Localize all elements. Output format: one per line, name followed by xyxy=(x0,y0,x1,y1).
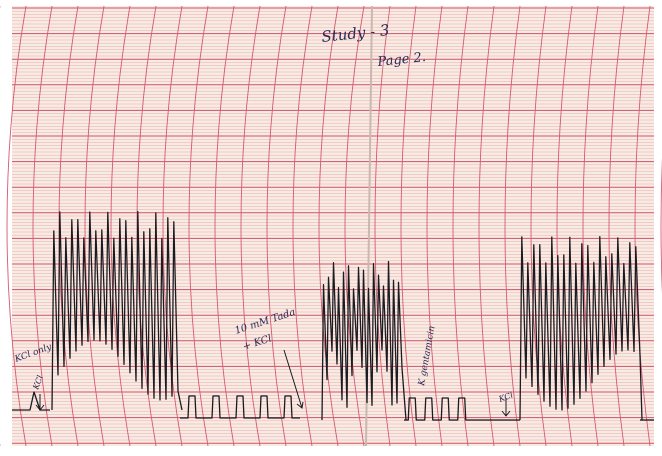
recording-scan: Study - 3 Page 2. KCl only KCl 10 mM Tad… xyxy=(0,0,662,456)
